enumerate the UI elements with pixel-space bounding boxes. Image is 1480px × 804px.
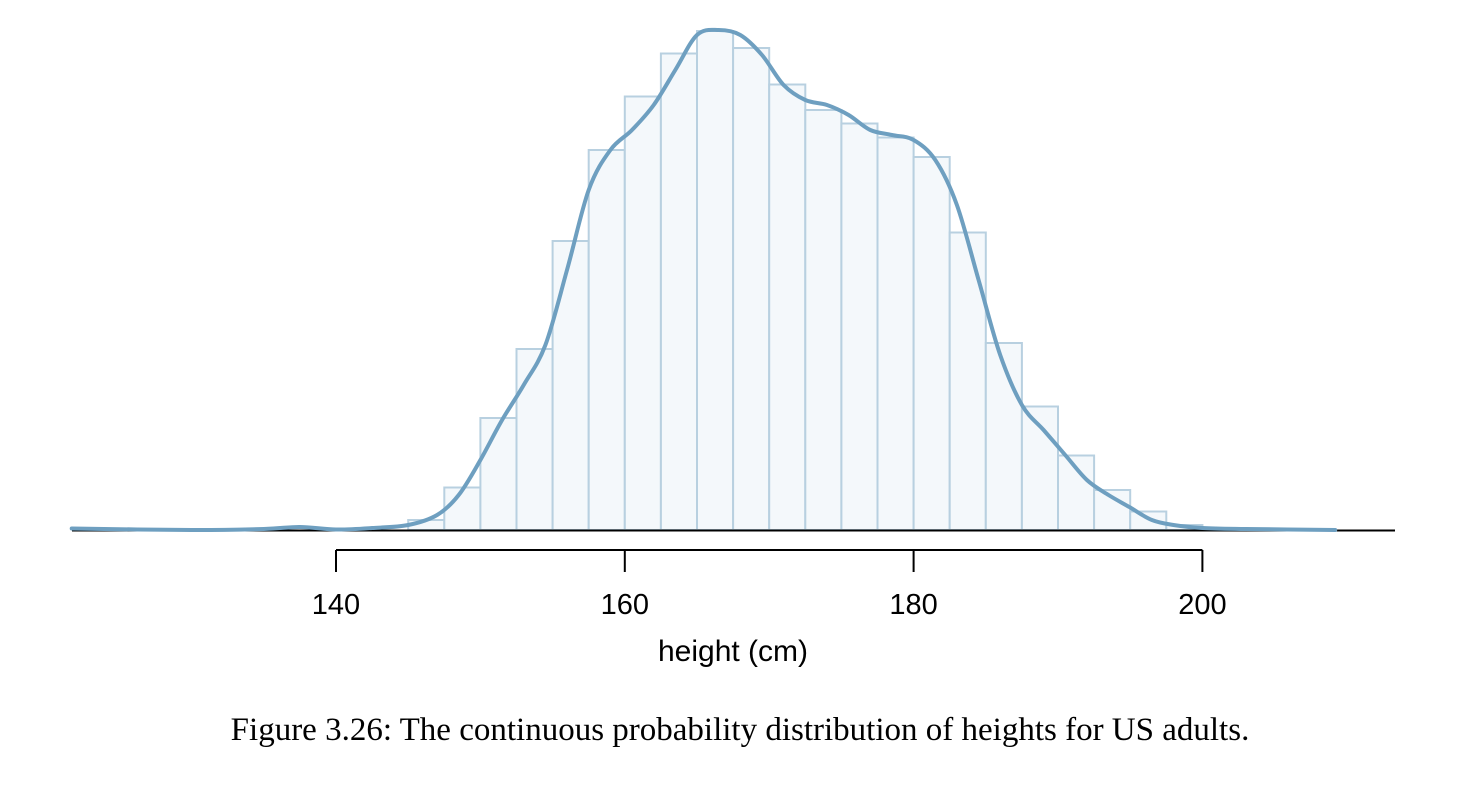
- histogram-bar-4: [551, 240, 590, 531]
- histogram-bar-16: [984, 342, 1023, 531]
- figure-caption: Figure 3.26: The continuous probability …: [230, 712, 1250, 748]
- histogram-bar-5: [587, 149, 626, 531]
- histogram-bar-7: [659, 52, 699, 531]
- histogram-bar-3: [515, 348, 554, 531]
- x-axis-ticks: [335, 550, 1204, 572]
- histogram-bar-2: [479, 417, 518, 531]
- x-axis-label: height (cm): [658, 635, 808, 668]
- density-curve: [69, 27, 1338, 533]
- histogram-bar-6: [623, 95, 662, 531]
- histogram-bar-12: [840, 122, 879, 531]
- x-tick-label-200: 200: [1178, 589, 1226, 621]
- histogram-bar-13: [876, 136, 915, 531]
- histogram-bars: [407, 30, 1204, 531]
- histogram-bar-8: [696, 30, 735, 531]
- histogram-bar-10: [768, 83, 807, 531]
- histogram-bar-15: [948, 231, 987, 531]
- histogram-bar-11: [804, 109, 843, 531]
- x-tick-label-160: 160: [601, 589, 649, 621]
- x-tick-label-140: 140: [312, 589, 360, 621]
- histogram-bar-9: [732, 47, 771, 531]
- histogram-bar-14: [912, 156, 951, 531]
- histogram-bar-1: [443, 486, 482, 531]
- x-tick-label-180: 180: [889, 589, 937, 621]
- x-axis: 140 160 180 200 height (cm): [312, 549, 1227, 668]
- x-axis-tick-labels: 140 160 180 200: [312, 589, 1227, 621]
